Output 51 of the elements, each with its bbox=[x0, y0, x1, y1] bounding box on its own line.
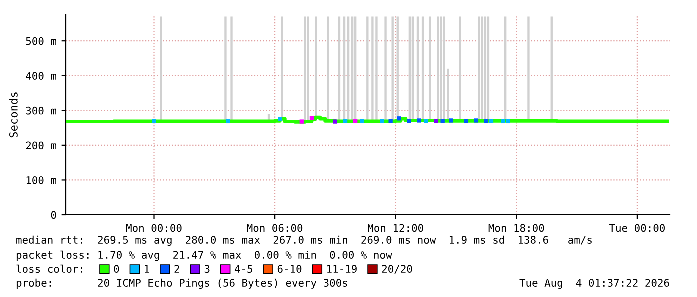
legend-label: 2 bbox=[174, 265, 180, 273]
x-tick-label: Mon 06:00 bbox=[247, 224, 303, 232]
y-tick-label: 300 m bbox=[26, 106, 56, 115]
y-tick-label: 100 m bbox=[26, 176, 56, 184]
bar bbox=[550, 16, 553, 122]
bar bbox=[384, 16, 387, 122]
text: probe: 20 ICMP Echo Pings (56 Bytes) every 300s bbox=[16, 278, 348, 290]
bar bbox=[224, 16, 227, 122]
bar bbox=[307, 16, 310, 122]
text: median rtt: 269.5 ms avg 280.0 ms max 267.0 ms min 269.0 ms now 1.9 ms sd 138.6 am/s bbox=[16, 236, 592, 246]
bar bbox=[440, 16, 442, 122]
legend-label: 0 bbox=[114, 265, 120, 274]
text: packet loss: 1.70 % avg 21.47 % max 0.00 % min 0.00 % now bbox=[16, 250, 392, 262]
y-tick-label: 200 m bbox=[26, 142, 56, 150]
bar bbox=[459, 16, 462, 122]
bar bbox=[372, 16, 374, 122]
bar bbox=[343, 16, 346, 122]
bar bbox=[351, 16, 354, 122]
bar bbox=[338, 16, 341, 122]
legend-label: 1 bbox=[145, 265, 150, 273]
bar bbox=[481, 16, 484, 122]
bar bbox=[443, 16, 446, 122]
bar bbox=[304, 16, 306, 122]
bar bbox=[478, 16, 480, 122]
bar bbox=[315, 16, 318, 122]
bar bbox=[160, 16, 162, 122]
legend-label: 11-19 bbox=[328, 265, 357, 274]
bar bbox=[366, 16, 369, 122]
bar bbox=[487, 16, 490, 122]
bar bbox=[392, 16, 394, 122]
bar bbox=[528, 16, 530, 122]
legend-label: 3 bbox=[204, 265, 210, 274]
y-axis-title: Seconds bbox=[9, 92, 18, 138]
legend-label: 6-10 bbox=[278, 265, 302, 274]
y-tick-label: 400 m bbox=[26, 72, 56, 80]
bar bbox=[437, 16, 440, 122]
text: Tue Aug 4 01:37:22 2026 bbox=[520, 279, 670, 290]
bar bbox=[327, 16, 330, 122]
x-tick-label: Mon 12:00 bbox=[368, 224, 424, 232]
bar bbox=[484, 16, 487, 122]
legend-label: 20/20 bbox=[382, 265, 412, 274]
bar bbox=[230, 16, 233, 122]
legend-label: 4-5 bbox=[234, 265, 252, 274]
y-tick-label: 0 bbox=[51, 211, 56, 220]
y-tick-label: 500 m bbox=[26, 37, 56, 46]
bar bbox=[347, 16, 350, 122]
x-tick-label: Mon 18:00 bbox=[488, 224, 544, 232]
bar bbox=[504, 16, 507, 122]
x-tick-label: Mon 00:00 bbox=[126, 224, 182, 232]
x-tick-label: Tue 00:00 bbox=[609, 224, 665, 232]
legend-title: loss color: bbox=[16, 264, 82, 274]
